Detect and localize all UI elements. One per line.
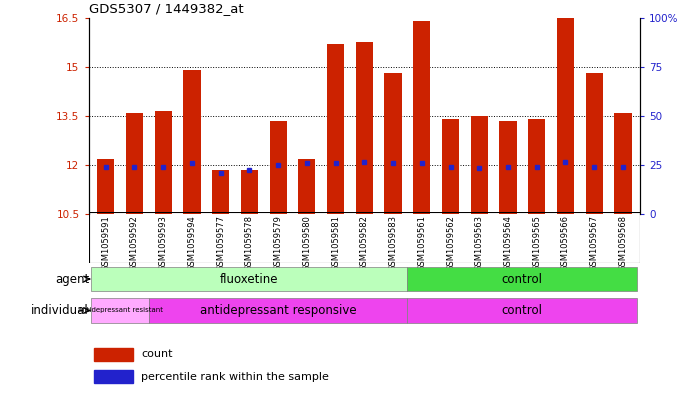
Bar <box>97 158 114 214</box>
Bar <box>442 119 459 214</box>
Text: GSM1059561: GSM1059561 <box>417 215 426 271</box>
Text: GSM1059562: GSM1059562 <box>446 215 455 271</box>
Bar <box>407 298 637 323</box>
Bar <box>91 266 407 292</box>
Bar <box>91 298 149 323</box>
Bar <box>614 113 631 214</box>
Bar <box>298 158 315 214</box>
Bar <box>149 298 407 323</box>
Text: GSM1059565: GSM1059565 <box>533 215 541 271</box>
Bar <box>212 170 229 214</box>
Bar <box>327 44 344 214</box>
Text: GSM1059578: GSM1059578 <box>245 215 254 271</box>
Text: GSM1059594: GSM1059594 <box>187 215 196 270</box>
Bar <box>241 170 258 214</box>
Text: control: control <box>502 304 543 317</box>
Bar <box>413 21 430 214</box>
Bar <box>94 370 133 384</box>
Text: GSM1059568: GSM1059568 <box>618 215 627 271</box>
Bar <box>183 70 201 214</box>
Text: GSM1059582: GSM1059582 <box>360 215 369 271</box>
Bar <box>155 111 172 214</box>
Bar <box>586 73 603 214</box>
Bar <box>557 18 574 214</box>
Text: GSM1059564: GSM1059564 <box>503 215 513 271</box>
Text: GSM1059579: GSM1059579 <box>274 215 283 271</box>
Text: individual: individual <box>31 304 89 317</box>
Bar <box>528 119 545 214</box>
Text: GSM1059592: GSM1059592 <box>130 215 139 270</box>
Bar <box>355 42 373 214</box>
Bar <box>126 113 143 214</box>
Text: percentile rank within the sample: percentile rank within the sample <box>141 372 329 382</box>
Bar <box>407 266 637 292</box>
Text: GSM1059577: GSM1059577 <box>216 215 225 271</box>
Text: antidepressant responsive: antidepressant responsive <box>200 304 356 317</box>
Text: GSM1059581: GSM1059581 <box>331 215 340 271</box>
Text: GSM1059591: GSM1059591 <box>101 215 110 270</box>
Text: GSM1059563: GSM1059563 <box>475 215 484 271</box>
Text: GSM1059566: GSM1059566 <box>561 215 570 271</box>
Text: GSM1059580: GSM1059580 <box>302 215 311 271</box>
Text: control: control <box>502 272 543 286</box>
Text: antidepressant resistant: antidepressant resistant <box>78 307 163 314</box>
Text: count: count <box>141 349 172 359</box>
Text: agent: agent <box>55 272 89 286</box>
Bar <box>471 116 488 214</box>
Text: GSM1059583: GSM1059583 <box>389 215 398 271</box>
Text: fluoxetine: fluoxetine <box>220 272 279 286</box>
Text: GSM1059593: GSM1059593 <box>159 215 168 271</box>
Bar <box>385 73 402 214</box>
Bar <box>94 347 133 361</box>
Text: GSM1059567: GSM1059567 <box>590 215 599 271</box>
Text: GDS5307 / 1449382_at: GDS5307 / 1449382_at <box>89 2 243 15</box>
Bar <box>499 121 517 214</box>
Bar <box>270 121 287 214</box>
